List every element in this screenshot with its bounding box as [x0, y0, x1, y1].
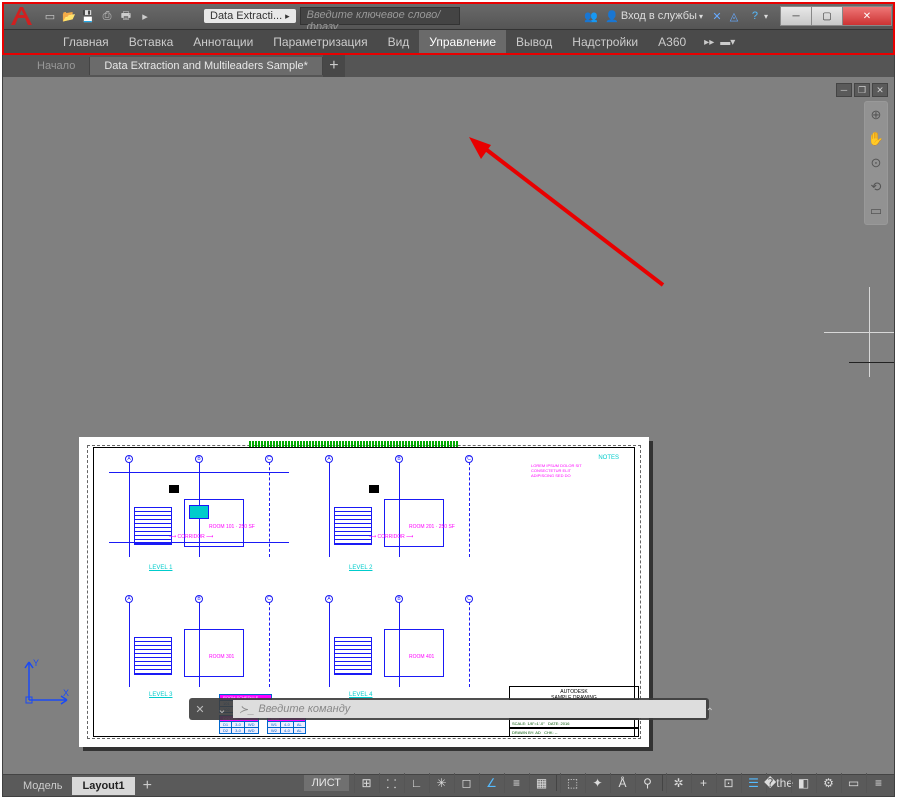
close-button[interactable]: ✕	[842, 6, 892, 26]
selection-icon[interactable]: ⬚	[560, 773, 584, 793]
ribbon-tab-manage[interactable]: Управление	[419, 30, 506, 54]
quick-access-toolbar: ▭ 📂 💾 ⎙ 🖶 ▸	[41, 7, 154, 25]
command-input[interactable]: ≻_Введите команду	[233, 700, 706, 718]
doctab-file[interactable]: Data Extraction and Multileaders Sample*	[90, 57, 323, 75]
document-tabs: Начало Data Extraction and Multileaders …	[3, 55, 894, 77]
layout-tab-model[interactable]: Модель	[13, 777, 72, 795]
save-icon[interactable]: 💾	[79, 7, 97, 25]
ribbon-tab-insert[interactable]: Вставка	[119, 30, 184, 54]
print-icon[interactable]: 🖶	[117, 7, 135, 25]
ucs-icon: Y X	[23, 654, 75, 706]
mdi-restore-button[interactable]: ❐	[854, 83, 870, 97]
app-logo[interactable]	[7, 5, 35, 27]
new-icon[interactable]: ▭	[41, 7, 59, 25]
layout-tab-add[interactable]: +	[135, 774, 160, 798]
zoom-icon[interactable]: ⊙	[867, 154, 885, 172]
level-label: LEVEL 3	[149, 692, 172, 698]
cmd-config-icon[interactable]: ⌄	[211, 698, 233, 720]
level-label: LEVEL 1	[149, 565, 172, 571]
user-icon: 👤	[605, 9, 619, 23]
title-bar: ▭ 📂 💾 ⎙ 🖶 ▸ Data Extracti... Введите клю…	[3, 3, 894, 29]
search-input[interactable]: Введите ключевое слово/фразу	[300, 7, 460, 25]
layout-tab-layout1[interactable]: Layout1	[72, 777, 134, 795]
orbit-icon[interactable]: ⟲	[867, 178, 885, 196]
fullnav-icon[interactable]: ⊕	[867, 106, 885, 124]
exchange-icon[interactable]: ✕	[710, 9, 724, 23]
osnap-icon[interactable]: ◻	[454, 773, 478, 793]
document-title[interactable]: Data Extracti...	[204, 9, 296, 23]
ribbon-tab-output[interactable]: Вывод	[506, 30, 562, 54]
ortho-icon[interactable]: ∟	[404, 773, 428, 793]
annotation-arrow	[463, 135, 673, 295]
isolate-icon[interactable]: ◧	[791, 773, 815, 793]
drawing-canvas[interactable]: ─ ❐ ✕ ⊕ ✋ ⊙ ⟲ ▭ NOTES LOREM IPSUM DOLOR …	[3, 77, 894, 774]
workspace-icon[interactable]: ✲	[666, 773, 690, 793]
ribbon-tabs: Главная Вставка Аннотации Параметризация…	[3, 29, 894, 55]
cmd-history-icon[interactable]: ⌃	[706, 707, 714, 718]
command-line: ✕ ⌄ ≻_Введите команду	[189, 698, 709, 720]
annovis-icon[interactable]: ⚲	[635, 773, 659, 793]
transparency-icon[interactable]: ▦	[529, 773, 553, 793]
quickprops-icon[interactable]: ☰	[741, 773, 765, 793]
ribbon-overflow-icon[interactable]: ▸▸	[704, 37, 714, 48]
notes-text: LOREM IPSUM DOLOR SITCONSECTETUR ELITADI…	[531, 463, 631, 479]
a360-icon[interactable]: ◬	[727, 9, 741, 23]
showmotion-icon[interactable]: ▭	[867, 202, 885, 220]
otrack-icon[interactable]: ∠	[479, 773, 503, 793]
customize-icon[interactable]: ≡	[866, 773, 890, 793]
signin-label: Вход в службы	[621, 10, 697, 22]
open-icon[interactable]: 📂	[60, 7, 78, 25]
pan-icon[interactable]: ✋	[867, 130, 885, 148]
doctab-add-button[interactable]: +	[323, 54, 345, 78]
doctab-start[interactable]: Начало	[23, 57, 90, 75]
signin-button[interactable]: 👤Вход в службы▾	[601, 7, 707, 25]
gizmo-icon[interactable]: ✦	[585, 773, 609, 793]
cmd-close-icon[interactable]: ✕	[189, 698, 211, 720]
polar-icon[interactable]: ✳	[429, 773, 453, 793]
grid-bubble: A	[125, 455, 133, 463]
help-icon: ?	[748, 9, 762, 23]
ribbon-tab-home[interactable]: Главная	[53, 30, 119, 54]
svg-text:Y: Y	[33, 658, 39, 668]
layout-tabs: Модель Layout1 + ЛИСТ ⊞ ⸬ ∟ ✳ ◻ ∠ ≡ ▦ ⬚ …	[3, 774, 894, 796]
ribbon-tab-a360[interactable]: A360	[648, 30, 696, 54]
ribbon-tab-parametric[interactable]: Параметризация	[263, 30, 377, 54]
annoscale-icon[interactable]: Å	[610, 773, 634, 793]
grid-bubble: B	[195, 455, 203, 463]
add-icon[interactable]: +	[691, 773, 715, 793]
svg-text:X: X	[63, 688, 69, 698]
grid-bubble: C	[265, 455, 273, 463]
qat-more-icon[interactable]: ▸	[136, 7, 154, 25]
navigation-bar: ⊕ ✋ ⊙ ⟲ ▭	[864, 101, 888, 225]
lineweight-icon[interactable]: ≡	[504, 773, 528, 793]
status-bar: ЛИСТ ⊞ ⸬ ∟ ✳ ◻ ∠ ≡ ▦ ⬚ ✦ Å ⚲ ✲ + ⊡ ☰ �th…	[304, 772, 890, 794]
lock-icon[interactable]: �the	[766, 773, 790, 793]
saveas-icon[interactable]: ⎙	[98, 7, 116, 25]
units-icon[interactable]: ⊡	[716, 773, 740, 793]
notes-title: NOTES	[598, 455, 619, 461]
ribbon-tab-view[interactable]: Вид	[378, 30, 420, 54]
ribbon-tab-annotate[interactable]: Аннотации	[183, 30, 263, 54]
maximize-button[interactable]: ▢	[811, 6, 843, 26]
cleanscreen-icon[interactable]: ▭	[841, 773, 865, 793]
help-button[interactable]: ?▾	[744, 7, 772, 25]
minimize-button[interactable]: ─	[780, 6, 812, 26]
grid-icon[interactable]: ⊞	[354, 773, 378, 793]
snap-icon[interactable]: ⸬	[379, 773, 403, 793]
level-label: LEVEL 2	[349, 565, 372, 571]
mdi-close-button[interactable]: ✕	[872, 83, 888, 97]
hardware-icon[interactable]: ⚙	[816, 773, 840, 793]
mdi-minimize-button[interactable]: ─	[836, 83, 852, 97]
infocenter-icon[interactable]: 👥	[584, 9, 598, 23]
ribbon-tab-addins[interactable]: Надстройки	[562, 30, 648, 54]
ribbon-minimize-icon[interactable]: ▬▾	[720, 37, 735, 48]
status-space-label[interactable]: ЛИСТ	[304, 775, 349, 791]
